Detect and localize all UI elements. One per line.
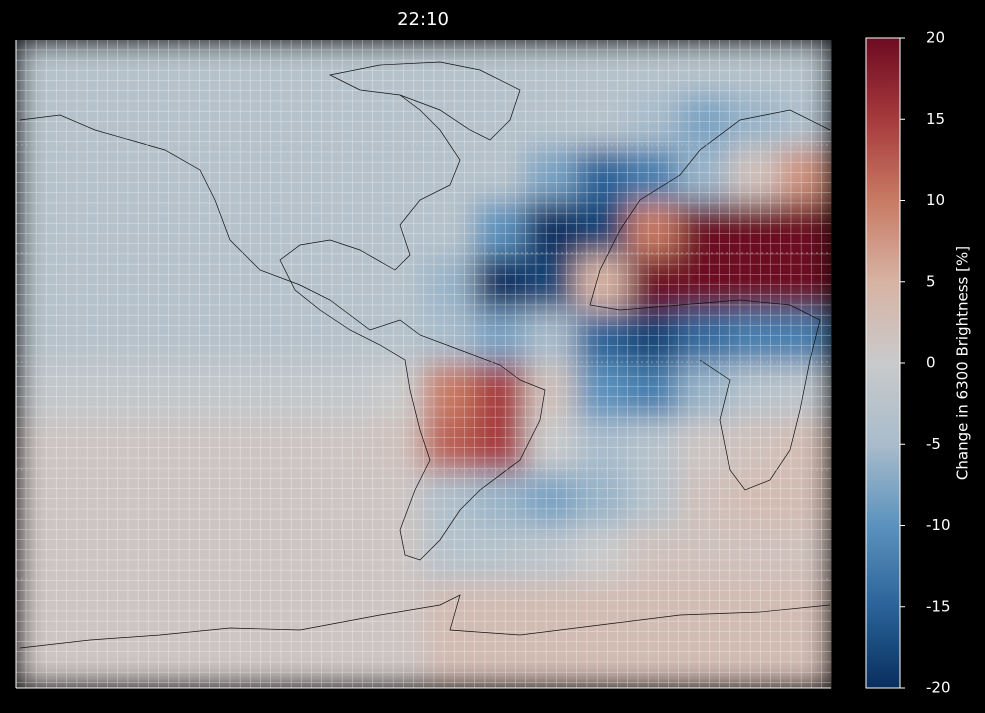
colorbar-tick-label: 20 bbox=[926, 29, 945, 47]
colorbar-tick-label: -15 bbox=[926, 597, 951, 615]
colorbar-tick-label: -5 bbox=[926, 435, 941, 453]
coastlines bbox=[19, 61, 831, 649]
chart-title: 22:10 bbox=[397, 9, 449, 30]
colorbar-label: Change in 6300 Brightness [%] bbox=[954, 246, 972, 480]
colorbar-tick-label: -10 bbox=[926, 516, 951, 534]
colorbar-tick-label: 5 bbox=[926, 272, 936, 290]
colorbar bbox=[865, 37, 901, 689]
colorbar-tick-label: -20 bbox=[926, 679, 951, 697]
colorbar-tick-label: 15 bbox=[926, 110, 945, 128]
colorbar-tick-label: 10 bbox=[926, 191, 945, 209]
colorbar-tick-label: 0 bbox=[926, 354, 936, 372]
graticule bbox=[16, 144, 831, 580]
grid-overlay bbox=[16, 40, 831, 688]
